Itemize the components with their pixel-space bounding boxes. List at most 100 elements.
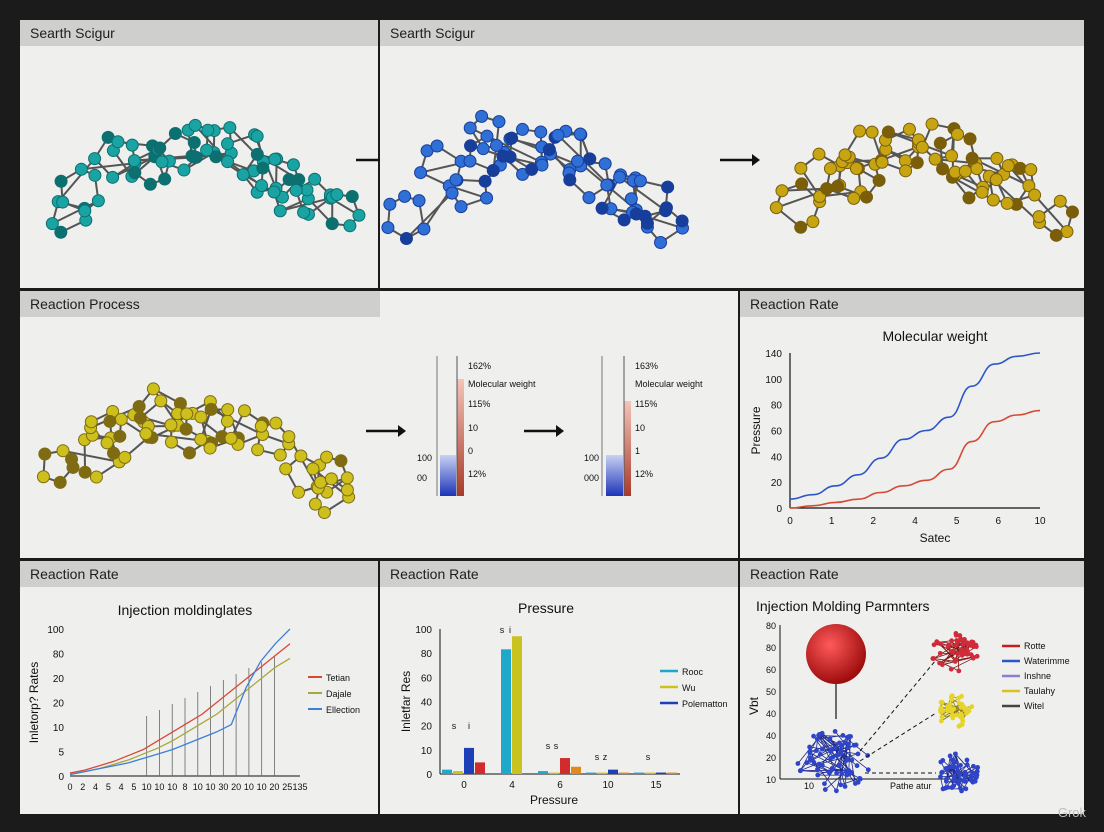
atom: [957, 714, 963, 720]
atom: [845, 745, 851, 751]
atom: [476, 142, 490, 156]
atom: [842, 784, 848, 789]
atom: [114, 412, 128, 426]
atom: [968, 652, 974, 658]
atom: [986, 193, 1000, 207]
bar: [560, 758, 570, 774]
atom: [828, 755, 834, 761]
gauge-label: 0: [468, 446, 473, 456]
atom: [958, 762, 963, 768]
atom: [964, 706, 969, 712]
atom: [475, 109, 489, 123]
atom: [1032, 210, 1046, 224]
atom: [139, 427, 153, 441]
atom: [78, 465, 92, 479]
atom: [832, 745, 838, 751]
bar: [453, 771, 463, 774]
atom: [964, 757, 970, 763]
atom: [855, 751, 861, 757]
atom: [815, 772, 821, 778]
x-tick-label: 2: [871, 516, 877, 527]
atom: [256, 161, 270, 175]
atom: [463, 121, 477, 135]
atom: [308, 497, 322, 511]
y-tick-label: 60: [766, 665, 776, 675]
atom: [945, 149, 959, 163]
connector: [859, 659, 937, 752]
atom: [829, 765, 835, 771]
atom: [84, 415, 98, 429]
gauge-side-label: 100: [417, 453, 432, 463]
atom: [930, 656, 936, 661]
y-tick-label: 100: [765, 375, 782, 386]
atom: [582, 191, 596, 205]
atom: [168, 127, 182, 141]
atom: [154, 394, 168, 408]
atom: [188, 118, 202, 132]
atom: [839, 771, 845, 776]
atom: [194, 432, 208, 446]
gauge-side-label: 000: [584, 473, 599, 483]
atom: [946, 642, 952, 648]
atom: [838, 782, 844, 788]
atom: [933, 136, 947, 150]
atom: [940, 786, 946, 792]
atom: [775, 184, 789, 198]
atom: [525, 162, 539, 176]
atom: [974, 772, 980, 778]
atom: [146, 382, 160, 396]
series-line: [789, 352, 1041, 500]
atom: [937, 660, 943, 666]
atom: [613, 170, 627, 184]
x-tick-label: 0: [787, 516, 793, 527]
data-label: z: [603, 752, 608, 762]
atom: [859, 190, 873, 204]
atom: [300, 183, 314, 197]
atom: [902, 122, 916, 136]
atom: [417, 222, 431, 236]
atom: [857, 776, 863, 782]
atom: [308, 172, 322, 186]
y-tick-label: 100: [415, 625, 432, 636]
atom: [849, 162, 863, 176]
atom: [306, 462, 320, 476]
gauge-label: 12%: [468, 469, 486, 479]
atom: [297, 205, 311, 219]
atom: [953, 657, 959, 663]
atom: [851, 742, 857, 748]
atom: [185, 149, 199, 163]
atom: [164, 435, 178, 449]
y-tick-label: 80: [766, 643, 776, 653]
atom: [938, 699, 944, 705]
x-tick-label: 15: [650, 780, 662, 791]
y-tick-label: 20: [771, 478, 783, 489]
x-tick-label: 30: [218, 782, 228, 792]
atom: [125, 138, 139, 152]
atom: [940, 757, 946, 763]
atom: [204, 402, 218, 416]
atom: [938, 718, 944, 724]
bar: [634, 772, 644, 774]
atom: [282, 430, 296, 444]
atom: [843, 768, 849, 774]
atom: [203, 441, 217, 455]
atom: [826, 770, 832, 776]
atom: [89, 470, 103, 484]
atom: [910, 156, 924, 170]
atom: [88, 168, 102, 182]
atom: [943, 778, 949, 784]
x-axis-label: Satec: [920, 531, 951, 545]
y-tick-label: 20: [53, 674, 65, 685]
gauge-side-label: 00: [417, 473, 427, 483]
gauge-label: 1: [635, 446, 640, 456]
atom: [795, 761, 801, 766]
panel-title: Reaction Rate: [380, 561, 738, 587]
atom: [958, 164, 972, 178]
chart-title: Pressure: [518, 600, 574, 616]
bar: [501, 649, 511, 774]
atom: [950, 757, 956, 763]
x-tick-label: 6: [557, 780, 563, 791]
atom: [953, 632, 959, 638]
atom: [968, 643, 974, 648]
atom: [975, 185, 989, 199]
